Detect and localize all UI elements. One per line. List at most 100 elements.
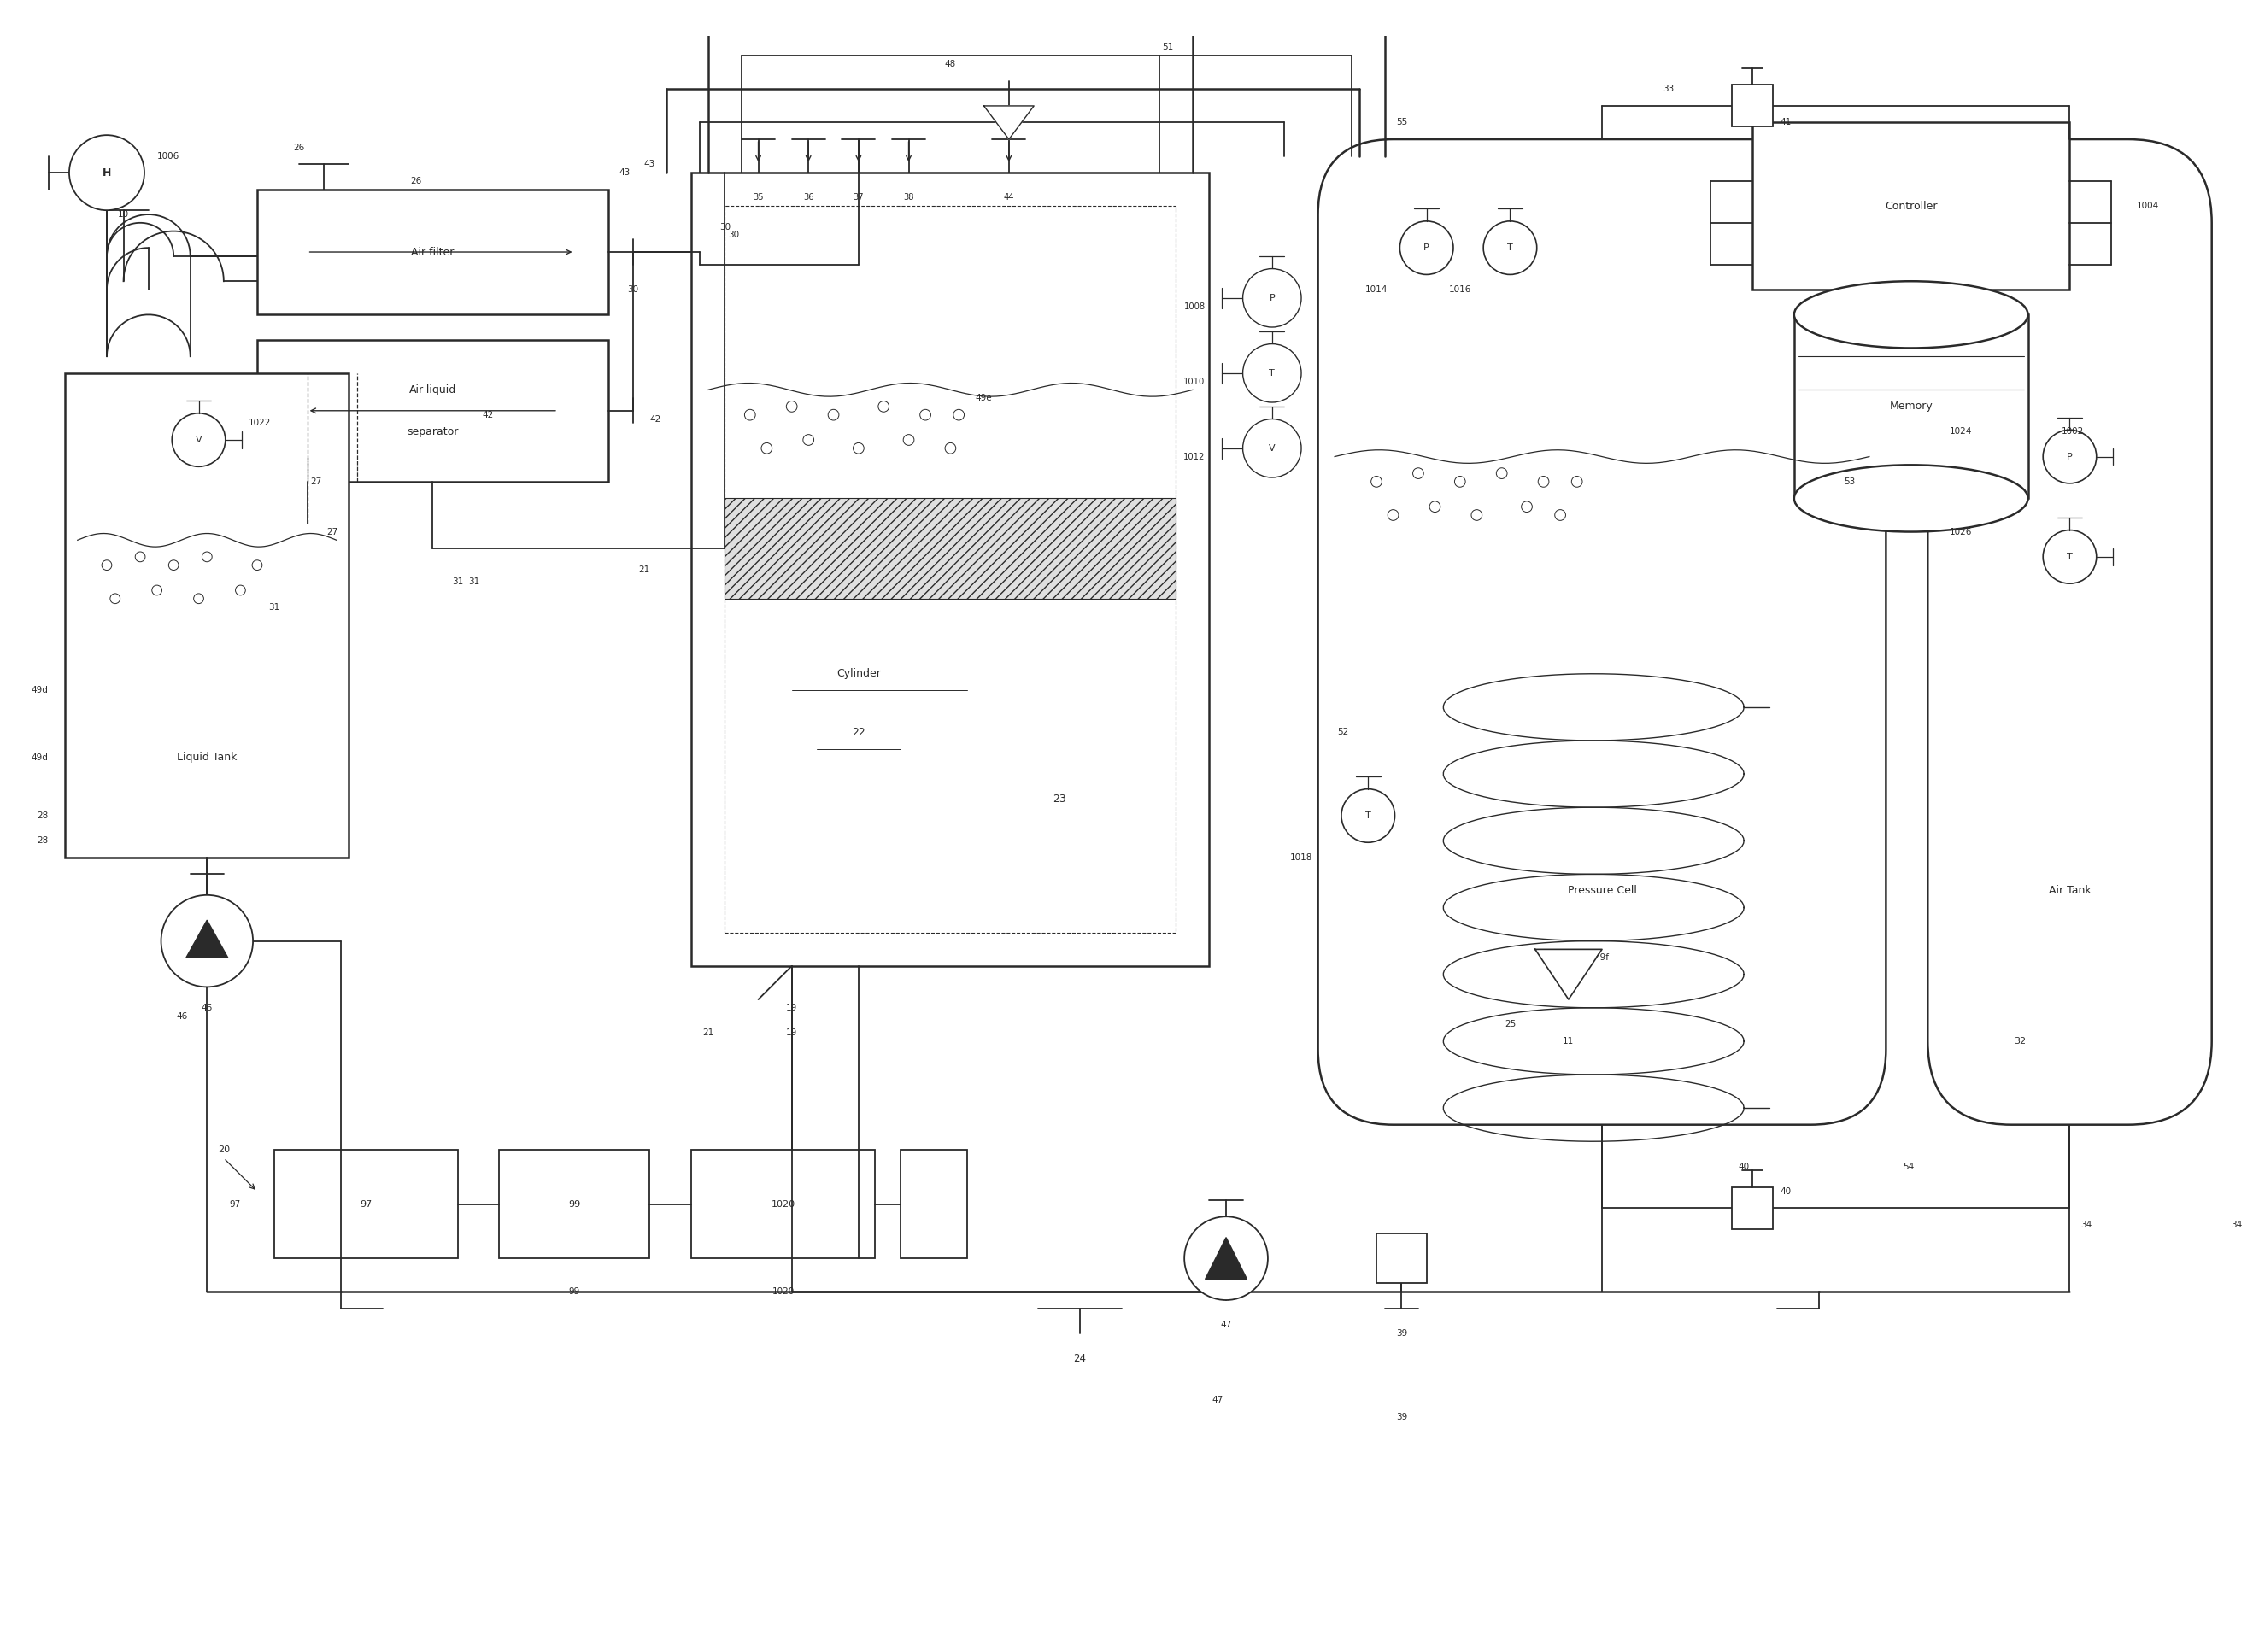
Text: Memory: Memory [1889,401,1934,411]
Text: 1008: 1008 [1184,302,1206,311]
Text: 47: 47 [1220,1322,1231,1330]
Circle shape [953,410,965,420]
Circle shape [761,443,773,454]
Circle shape [829,410,838,420]
Circle shape [1430,501,1441,512]
Circle shape [160,895,253,986]
Circle shape [169,560,178,570]
Circle shape [1412,468,1423,479]
Text: Pressure Cell: Pressure Cell [1568,885,1636,897]
Text: 19: 19 [786,1029,797,1037]
Circle shape [1520,501,1532,512]
Text: 44: 44 [1003,193,1014,202]
Text: 39: 39 [1396,1330,1407,1338]
Text: 41: 41 [1780,119,1791,127]
Text: 38: 38 [904,193,915,202]
Text: 39: 39 [1396,1412,1407,1421]
Text: 21: 21 [639,565,651,573]
Circle shape [802,434,813,446]
Text: 1006: 1006 [156,152,178,160]
Text: 25: 25 [1504,1021,1516,1029]
Text: 1012: 1012 [1184,453,1206,461]
Text: 27: 27 [309,477,321,486]
Circle shape [1455,476,1466,487]
Circle shape [1495,468,1507,479]
Text: 1020: 1020 [773,1287,795,1295]
Text: 19: 19 [786,1003,797,1013]
Ellipse shape [1794,281,2029,349]
Text: 10: 10 [117,210,129,218]
Circle shape [1242,344,1301,403]
Circle shape [1184,1216,1267,1300]
Text: 42: 42 [651,415,662,423]
Text: P: P [1270,294,1274,302]
Text: separator: separator [407,426,459,438]
Text: 37: 37 [854,193,863,202]
Circle shape [102,560,111,570]
Bar [1753,122,2069,289]
Text: 1010: 1010 [1184,377,1206,385]
Text: Cylinder: Cylinder [836,667,881,679]
Text: 43: 43 [619,169,630,177]
Text: 31: 31 [269,603,280,611]
Text: T: T [2067,552,2072,562]
Circle shape [172,413,226,466]
Bar [725,206,1177,933]
Bar [1794,314,2029,499]
Text: 43: 43 [644,160,655,169]
Text: 1026: 1026 [1950,527,1972,535]
Circle shape [1538,476,1550,487]
Ellipse shape [1794,464,2029,532]
Text: 54: 54 [1902,1161,1913,1171]
Text: 1018: 1018 [1290,852,1312,862]
Text: 51: 51 [1161,43,1172,51]
Text: V: V [197,436,201,444]
Text: V: V [1270,444,1276,453]
Text: 28: 28 [36,811,47,819]
Bar [1376,1234,1428,1284]
Text: H: H [102,167,111,178]
Circle shape [111,593,120,603]
Circle shape [2042,530,2096,583]
Text: 49e: 49e [976,393,992,403]
Text: 1016: 1016 [1448,286,1471,294]
Text: 1004: 1004 [2137,202,2160,210]
Bar [258,340,608,482]
Text: 27: 27 [328,527,339,535]
Text: T: T [1270,368,1274,377]
Circle shape [1342,790,1394,843]
Circle shape [745,410,755,420]
Text: 23: 23 [1053,793,1066,805]
Text: 99: 99 [569,1199,581,1208]
Text: 48: 48 [944,59,956,68]
Polygon shape [985,106,1035,139]
Text: 40: 40 [1739,1161,1748,1171]
FancyBboxPatch shape [1317,139,1886,1125]
Text: 30: 30 [718,223,730,231]
Text: 30: 30 [727,231,739,240]
Text: 21: 21 [703,1029,714,1037]
Text: 42: 42 [483,411,495,420]
Text: 1020: 1020 [770,1199,795,1208]
Bar [1730,1188,1773,1229]
Text: 22: 22 [852,727,865,738]
Text: 20: 20 [217,1145,230,1155]
Circle shape [1387,509,1398,520]
Bar [691,173,1209,966]
Bar [258,190,608,314]
Text: Controller: Controller [1884,200,1938,211]
Circle shape [1401,221,1453,274]
Circle shape [194,593,203,603]
Text: 1014: 1014 [1364,286,1387,294]
Text: 47: 47 [1213,1396,1224,1404]
Circle shape [253,560,262,570]
Text: 46: 46 [201,1003,212,1013]
Text: 1024: 1024 [1950,428,1972,436]
Text: 30: 30 [628,286,639,294]
Text: 26: 26 [294,144,305,152]
Circle shape [1471,509,1482,520]
Bar [725,499,1177,598]
Bar [901,1150,967,1259]
Circle shape [786,401,797,411]
Circle shape [854,443,863,454]
